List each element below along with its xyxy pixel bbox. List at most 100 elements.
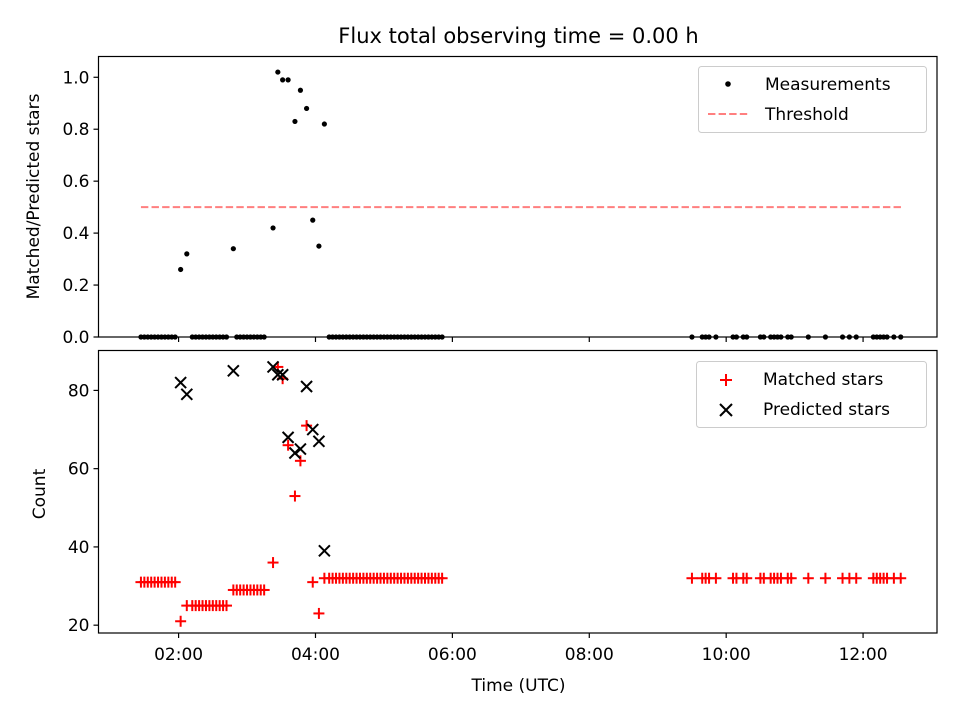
ratio-panel: 0.0 0.2 0.4 0.6 0.8 1.0 Matched/Predicted sta… — [24, 55, 938, 348]
matched-star-point — [289, 490, 301, 502]
legend-matched-marker — [720, 374, 732, 386]
legend-measurements-label: Measurements — [765, 75, 891, 95]
ratio-panel-frame — [97, 55, 938, 338]
measurement-point — [761, 334, 767, 340]
y-tick-label: 20 — [68, 616, 90, 636]
matched-star-point — [436, 572, 448, 584]
measurement-point — [280, 77, 286, 83]
measurement-point — [270, 225, 276, 231]
matched-star-point — [169, 576, 181, 588]
measurement-point — [184, 251, 190, 257]
count-panel-y-ticks: 20 40 60 80 — [68, 381, 99, 636]
measurement-point — [230, 246, 236, 252]
predicted-star-point — [227, 364, 240, 378]
measurement-point — [805, 334, 811, 340]
y-tick-label: 0.8 — [62, 120, 89, 140]
measurement-point — [853, 334, 859, 340]
matched-star-point — [802, 572, 814, 584]
matched-star-point — [819, 572, 831, 584]
count-panel-frame — [97, 349, 938, 634]
matched-star-point — [686, 572, 698, 584]
measurement-point — [788, 334, 794, 340]
count-panel-marks — [135, 360, 907, 627]
measurement-point — [316, 243, 322, 249]
count-panel-x-ticks: 02:00 04:00 06:00 08:00 10:00 12:00 — [154, 633, 888, 665]
matched-star-point — [710, 572, 722, 584]
matched-star-point — [175, 615, 187, 627]
matched-star-point — [220, 600, 232, 612]
legend-predicted-marker — [719, 403, 733, 417]
predicted-star-point — [281, 431, 295, 444]
matched-star-point — [301, 420, 313, 432]
x-tick-label: 08:00 — [565, 645, 614, 665]
predicted-star-point — [318, 544, 331, 558]
y-tick-label: 0.0 — [62, 328, 89, 348]
predicted-star-point — [306, 423, 319, 436]
y-tick-label: 0.2 — [62, 276, 89, 296]
measurement-point — [713, 334, 719, 340]
predicted-star-point — [294, 442, 307, 456]
measurement-point — [285, 77, 291, 83]
measurement-point — [744, 334, 750, 340]
measurement-point — [822, 334, 829, 340]
ratio-panel-y-ticks: 0.0 0.2 0.4 0.6 0.8 1.0 — [62, 68, 99, 348]
matched-star-point — [895, 572, 907, 584]
x-tick-label: 10:00 — [702, 645, 751, 665]
measurement-point — [839, 334, 846, 340]
measurement-point — [297, 87, 304, 93]
x-tick-label: 02:00 — [154, 645, 203, 665]
predicted-star-point — [288, 446, 302, 460]
measurement-point — [223, 334, 230, 340]
predicted-star-point — [312, 435, 326, 448]
measurement-point — [275, 69, 281, 75]
ratio-panel-legend: Measurements Threshold — [698, 66, 927, 133]
measurement-point — [778, 334, 784, 340]
predicted-star-point — [271, 368, 285, 381]
matched-star-point — [313, 607, 325, 619]
y-tick-label: 60 — [68, 460, 90, 480]
y-tick-label: 0.4 — [62, 224, 89, 244]
legend-matched-label: Matched stars — [763, 370, 883, 390]
x-axis-label: Time (UTC) — [471, 676, 566, 696]
count-legend-box — [696, 361, 927, 428]
measurement-point — [846, 334, 852, 340]
measurement-point — [884, 334, 890, 340]
matched-star-point — [282, 439, 294, 451]
ratio-panel-marks — [138, 69, 905, 340]
legend-measurements-marker — [725, 81, 731, 87]
matched-star-point — [741, 572, 753, 584]
measurement-point — [706, 334, 712, 340]
measurement-point — [891, 334, 897, 340]
predicted-star-point — [276, 368, 289, 381]
count-panel-y-label: Count — [30, 468, 50, 519]
y-tick-label: 80 — [68, 381, 90, 401]
legend-threshold-label: Threshold — [764, 105, 849, 125]
predicted-star-point — [300, 380, 313, 393]
matched-star-point — [307, 576, 319, 588]
measurement-point — [898, 334, 904, 340]
measurement-point — [321, 121, 327, 127]
measurement-point — [261, 334, 267, 340]
x-tick-label: 12:00 — [839, 645, 888, 665]
count-panel-legend: Matched stars Predicted stars — [696, 361, 927, 428]
x-tick-label: 04:00 — [291, 645, 340, 665]
legend-predicted-label: Predicted stars — [763, 400, 890, 420]
measurement-point — [310, 217, 316, 223]
measurement-point — [303, 105, 310, 112]
measurement-point — [733, 334, 740, 340]
measurement-point — [172, 334, 178, 340]
ratio-legend-box — [698, 66, 927, 133]
y-tick-label: 40 — [68, 538, 90, 558]
measurement-point — [439, 334, 445, 340]
predicted-star-point — [180, 388, 194, 401]
ratio-panel-x-ticks — [177, 337, 864, 342]
matched-star-point — [258, 584, 270, 596]
chart-title: Flux total observing time = 0.00 h — [338, 24, 698, 48]
measurement-point — [178, 266, 184, 273]
measurement-point — [292, 118, 298, 125]
predicted-star-point — [266, 360, 280, 374]
measurement-point — [689, 334, 695, 340]
matched-star-point — [850, 572, 862, 584]
